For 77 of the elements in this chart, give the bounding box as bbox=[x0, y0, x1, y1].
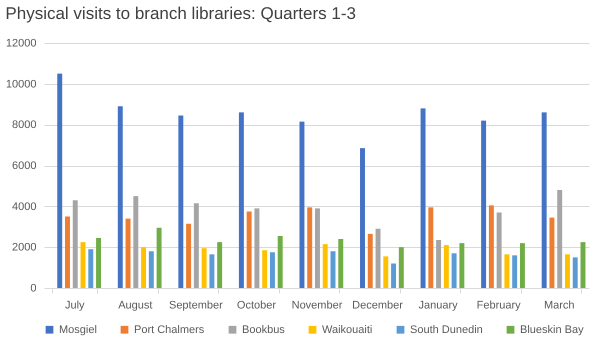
bar bbox=[65, 216, 70, 288]
x-tick-label: December bbox=[352, 300, 404, 312]
bar bbox=[133, 196, 138, 288]
bar bbox=[512, 255, 518, 288]
x-tick-label: January bbox=[418, 300, 458, 312]
bar bbox=[209, 254, 214, 288]
y-tick-label: 12000 bbox=[6, 38, 36, 50]
bar bbox=[202, 248, 207, 288]
bar bbox=[391, 264, 396, 288]
bar bbox=[330, 251, 336, 288]
bar bbox=[88, 249, 94, 288]
y-tick-label: 0 bbox=[30, 282, 36, 294]
bar bbox=[178, 115, 184, 288]
bar bbox=[383, 256, 388, 288]
x-tick-label: March bbox=[544, 300, 575, 312]
bar bbox=[96, 238, 102, 288]
bar bbox=[549, 218, 554, 288]
bar bbox=[520, 243, 525, 288]
bar bbox=[368, 234, 373, 288]
y-tick-label: 2000 bbox=[12, 242, 36, 254]
bar bbox=[156, 228, 162, 288]
bar bbox=[572, 257, 578, 288]
bar bbox=[459, 243, 464, 288]
legend-label: Mosgiel bbox=[59, 324, 97, 336]
bar bbox=[270, 252, 275, 288]
x-tick-label: August bbox=[118, 300, 152, 312]
bar bbox=[246, 211, 252, 288]
bar bbox=[118, 106, 123, 288]
y-tick-label: 4000 bbox=[12, 200, 36, 213]
bar bbox=[80, 242, 86, 288]
bar bbox=[278, 236, 283, 288]
bar bbox=[217, 242, 222, 288]
y-tick-label: 6000 bbox=[12, 160, 36, 172]
bar bbox=[262, 250, 268, 288]
bar bbox=[141, 247, 146, 288]
bar bbox=[436, 240, 442, 288]
bar bbox=[338, 239, 344, 288]
bar bbox=[57, 74, 62, 288]
bar bbox=[322, 244, 328, 288]
bar bbox=[481, 120, 486, 288]
bar bbox=[428, 207, 434, 288]
bar bbox=[360, 148, 365, 288]
bar bbox=[148, 251, 154, 288]
chart-title: Physical visits to branch libraries: Quarters 1-3 bbox=[5, 4, 356, 23]
bar bbox=[444, 245, 449, 288]
y-tick-label: 8000 bbox=[12, 119, 36, 132]
bar bbox=[504, 254, 510, 288]
legend-label: Port Chalmers bbox=[134, 324, 205, 336]
legend-label: Blueskin Bay bbox=[520, 324, 584, 336]
bar bbox=[488, 205, 494, 288]
bar bbox=[186, 224, 192, 288]
legend-label: South Dunedin bbox=[410, 324, 483, 336]
bar bbox=[452, 253, 457, 288]
x-tick-label: September bbox=[168, 300, 224, 312]
bar bbox=[194, 203, 199, 288]
bar bbox=[564, 254, 570, 288]
bar bbox=[307, 207, 312, 288]
bar bbox=[72, 200, 78, 288]
x-tick-label: February bbox=[476, 300, 522, 312]
bar bbox=[238, 112, 244, 288]
x-tick-label: October bbox=[236, 300, 276, 312]
bar bbox=[376, 228, 380, 288]
bar bbox=[126, 218, 131, 288]
bar bbox=[314, 208, 320, 288]
bar bbox=[398, 247, 404, 288]
bar bbox=[254, 208, 260, 288]
bar bbox=[580, 242, 586, 288]
bar bbox=[420, 108, 426, 288]
bar bbox=[299, 122, 304, 288]
x-tick-label: November bbox=[292, 300, 343, 312]
bar bbox=[496, 212, 502, 288]
bar bbox=[542, 112, 547, 288]
legend-label: Bookbus bbox=[242, 324, 286, 336]
legend-label: Waikouaiti bbox=[322, 324, 372, 336]
y-tick-label: 10000 bbox=[6, 78, 36, 90]
bar bbox=[557, 190, 562, 288]
x-tick-label: July bbox=[64, 300, 86, 312]
